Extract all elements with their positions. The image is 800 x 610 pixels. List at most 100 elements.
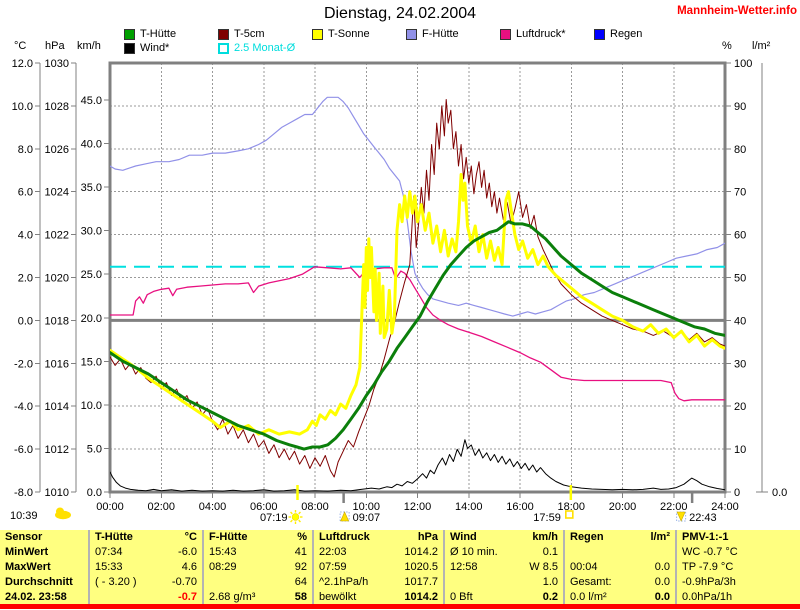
cell-text: 24.02. 23:58 <box>5 590 67 603</box>
chart-text: 5.0 <box>87 443 102 455</box>
cell-text: Regen <box>570 531 604 544</box>
legend-swatch-icon <box>218 42 229 54</box>
chart-text: -6.0 <box>14 444 33 456</box>
table-cell: 07:34 -6.0 <box>90 545 202 560</box>
legend-label: Wind* <box>140 42 170 54</box>
cell-text: 22:03 <box>319 546 347 559</box>
brand-link[interactable]: Mannheim-Wetter.info <box>677 5 797 17</box>
chart-text: 35.0 <box>81 182 102 194</box>
table-cell: TP -7.9 °C <box>677 560 800 575</box>
chart-text: 06:00 <box>250 501 278 513</box>
chart-text: 20:00 <box>609 501 637 513</box>
table-column-luftdruck: Luftdruck hPa 22:03 1014.2 07:59 1020.5 ^2.1hP… <box>312 530 443 604</box>
chart-text: 09:07 <box>353 512 381 524</box>
series-t-h-tte <box>110 220 725 451</box>
chart-text: 40 <box>734 315 746 327</box>
chart-text: 08:00 <box>301 501 329 513</box>
chart-text: 1016 <box>45 358 69 370</box>
chart-text: 4.0 <box>18 230 33 242</box>
chart-text: 30 <box>734 358 746 370</box>
cell-text: 0.0 l/m² <box>570 590 607 603</box>
cell-text: Ø 10 min. <box>450 546 498 559</box>
cell-value: 64 <box>294 575 307 588</box>
table-cell: 12:58 W 8.5 <box>445 560 563 575</box>
table-column-pmv-1-1: PMV-1:-1 WC -0.7 °C TP -7.9 °C -0.9hPa/3h 0.… <box>675 530 800 604</box>
cell-value: -0.7 <box>178 590 197 603</box>
table-cell: F-Hütte% <box>204 530 312 545</box>
chart-text: 90 <box>734 101 746 113</box>
cell-text: WC -0.7 °C <box>682 546 738 559</box>
table-cell: MinWert <box>0 545 88 560</box>
chart-text: 1030 <box>45 58 69 70</box>
cell-text: T-Hütte <box>95 531 133 544</box>
cell-text: 0 Bft <box>450 590 473 603</box>
legend-label: T-5cm <box>234 28 265 40</box>
table-column-f-h-tte: F-Hütte% 15:43 41 08:29 92 64 2.68 g/m³ 58 <box>202 530 312 604</box>
sunset-square-icon <box>565 510 574 519</box>
legend-label: Luftdruck* <box>516 28 566 40</box>
chart-text: 1018 <box>45 315 69 327</box>
cell-text: TP -7.9 °C <box>682 560 734 573</box>
chart-text: 00:00 <box>96 501 124 513</box>
chart-text: 18:00 <box>557 501 585 513</box>
chart-text: 1020 <box>45 273 69 285</box>
cell-text: 2.68 g/m³ <box>209 590 256 603</box>
chart-text: 20.0 <box>81 313 102 325</box>
table-cell: PMV-1:-1 <box>677 530 800 545</box>
legend-item-regen: Regen <box>594 28 688 40</box>
legend-item-f-h-tte: F-Hütte <box>406 28 500 40</box>
table-cell: Luftdruck hPa <box>314 530 443 545</box>
cell-value: 4.6 <box>181 560 197 573</box>
legend-item-t-5cm: T-5cm <box>218 28 312 40</box>
bottom-red-bar <box>0 604 800 609</box>
cell-text: F-Hütte <box>209 531 248 544</box>
cell-text: MaxWert <box>5 560 51 573</box>
chart-text: 10:39 <box>10 510 38 522</box>
legend-swatch-icon <box>124 28 135 40</box>
cell-text: ^2.1hPa/h <box>319 575 369 588</box>
table-cell: Gesamt: 0.0 <box>565 574 675 589</box>
legend-label: Regen <box>610 28 643 40</box>
cell-value: °C <box>184 531 197 544</box>
legend-row-2: Wind* 2.5 Monat-Ø <box>124 41 688 55</box>
cell-text: 12:58 <box>450 560 478 573</box>
legend-row-1: T-Hütte T-5cm T-Sonne F-Hütte Luftdruck* Rege… <box>124 27 688 41</box>
cell-value: 1017.7 <box>404 575 438 588</box>
series-t-sonne <box>110 173 725 436</box>
table-cell: 2.68 g/m³ 58 <box>204 589 312 604</box>
cell-value: 1014.2 <box>404 590 438 603</box>
chart-text: 40.0 <box>81 139 102 151</box>
chart-text: 100 <box>734 58 752 70</box>
cell-value: 1014.2 <box>404 546 438 559</box>
chart-text: 22:00 <box>660 501 688 513</box>
cell-value: -6.0 <box>178 546 197 559</box>
sun-moon-markers <box>55 485 694 524</box>
chart-text: -8.0 <box>14 487 33 499</box>
cell-text: -0.9hPa/3h <box>682 575 736 588</box>
weather-chart: 12.0 10.0 8.0 6.0 4.0 2.0 0.0 -2.0 -4.0 -6.0 -8.0 1… <box>10 58 787 524</box>
chart-text: 1014 <box>45 401 69 413</box>
sun-icon <box>290 511 293 515</box>
chart-text: 1026 <box>45 144 69 156</box>
table-column-regen: Regen l/m² 00:04 0.0 Gesamt: 0.0 0.0 l/m² 0.0 <box>563 530 675 604</box>
table-column-t-h-tte: T-Hütte °C 07:34 -6.0 15:33 4.6 ( - 3.20 ) -0.7… <box>88 530 202 604</box>
legend-swatch-icon <box>500 28 511 40</box>
unit-label-hpa: hPa <box>45 40 65 52</box>
series-t-5cm <box>110 99 725 478</box>
cell-value: 0.1 <box>542 546 558 559</box>
cell-text: bewölkt <box>319 590 357 603</box>
legend-swatch-icon <box>124 42 135 54</box>
legend-label: 2.5 Monat-Ø <box>234 42 296 54</box>
cell-text: 07:59 <box>319 560 347 573</box>
sun-icon <box>290 519 293 523</box>
chart-text: 30.0 <box>81 226 102 238</box>
cell-value: l/m² <box>650 531 670 544</box>
legend-swatch-icon <box>594 28 605 40</box>
chart-text: 04:00 <box>199 501 227 513</box>
table-cell: 22:03 1014.2 <box>314 545 443 560</box>
table-cell: 00:04 0.0 <box>565 560 675 575</box>
legend-item-2-5-monat-: 2.5 Monat-Ø <box>218 42 312 54</box>
cloud-icon <box>56 507 64 516</box>
chart-text: 50 <box>734 273 746 285</box>
chart-text: 12.0 <box>12 58 33 70</box>
